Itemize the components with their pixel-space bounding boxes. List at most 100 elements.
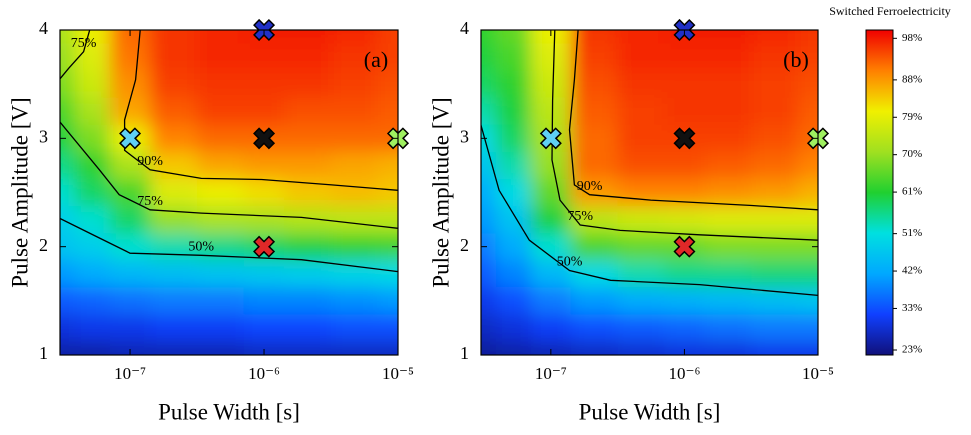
heatmap-cell: [704, 151, 752, 180]
heatmap-cell: [150, 260, 198, 288]
heatmap-cell: [570, 233, 619, 261]
contour-line: [123, 30, 398, 191]
heatmap-cell: [481, 260, 497, 288]
heatmap-cell: [704, 287, 752, 315]
heatmap-cell: [377, 43, 398, 72]
heatmap-cell: [284, 341, 332, 355]
heatmap-cell: [284, 233, 332, 261]
contour-label: 90%: [137, 154, 163, 169]
heatmap-cell: [495, 233, 532, 261]
heatmap-cell: [570, 341, 619, 355]
heatmap-cell: [495, 287, 532, 315]
contour-line: [60, 217, 398, 273]
x-tick-label: 10⁻⁵: [382, 364, 414, 383]
heatmap-cell: [60, 43, 76, 72]
heatmap-cell: [617, 151, 665, 180]
heatmap-cell: [530, 151, 572, 180]
heatmap-cell: [197, 43, 245, 72]
heatmap-cell: [284, 30, 332, 45]
colorbar-tick-label: 33%: [902, 302, 922, 314]
heatmap-cell: [664, 70, 706, 99]
marker: [539, 127, 562, 150]
contour-line: [551, 30, 818, 241]
heatmap-cell: [617, 178, 665, 207]
heatmap-cell: [570, 314, 619, 342]
heatmap-cell: [617, 206, 665, 234]
heatmap-cell: [243, 314, 285, 342]
heatmap-cell: [530, 70, 572, 99]
heatmap-cell: [331, 314, 379, 342]
heatmap-cell: [74, 43, 111, 72]
heatmap-cell: [617, 260, 665, 288]
heatmap-cell: [243, 97, 285, 126]
heatmap-cell: [751, 178, 799, 207]
heatmap-cell: [150, 341, 198, 355]
heatmap-cell: [481, 30, 497, 45]
colorbar-tick-label: 70%: [902, 148, 922, 160]
heatmap-cell: [150, 178, 198, 207]
panel-label: (a): [364, 47, 388, 72]
marker: [119, 127, 142, 150]
heatmap-cell: [664, 206, 706, 234]
heatmap-cell: [797, 178, 818, 207]
plot-area: [60, 30, 398, 355]
y-axis-label: Pulse Amplitude [V]: [428, 97, 453, 287]
heatmap-cell: [377, 70, 398, 99]
heatmap-cell: [617, 341, 665, 355]
heatmap-cell: [481, 314, 497, 342]
heatmap-cell: [60, 314, 76, 342]
heatmap-cell: [377, 97, 398, 126]
heatmap-cell: [495, 314, 532, 342]
heatmap-cell: [481, 43, 497, 72]
heatmap-cell: [60, 260, 76, 288]
heatmap-cell: [60, 97, 76, 126]
heatmap-cell: [243, 287, 285, 315]
heatmap-cell: [570, 97, 619, 126]
contour-line: [568, 30, 818, 211]
heatmap-cell: [751, 124, 799, 153]
heatmap-cell: [495, 341, 532, 355]
heatmap-cell: [530, 30, 572, 45]
contour-line: [481, 125, 818, 297]
x-axis-label: Pulse Width [s]: [579, 399, 721, 424]
heatmap: [60, 30, 398, 355]
heatmap-cell: [150, 314, 198, 342]
heatmap-cell: [481, 233, 497, 261]
heatmap-cell: [109, 70, 151, 99]
contour-label: 50%: [188, 240, 214, 255]
heatmap-cell: [495, 43, 532, 72]
heatmap-cell: [751, 341, 799, 355]
marker: [253, 235, 276, 258]
heatmap-cell: [570, 151, 619, 180]
heatmap-cell: [664, 341, 706, 355]
heatmap-cell: [570, 260, 619, 288]
contour-label: 75%: [71, 36, 97, 51]
x-tick-label: 10⁻⁶: [248, 364, 280, 383]
heatmap-cell: [243, 43, 285, 72]
heatmap-cell: [481, 124, 497, 153]
heatmap-cell: [284, 151, 332, 180]
heatmap-cell: [60, 124, 76, 153]
heatmap-cell: [60, 233, 76, 261]
heatmap-cell: [197, 30, 245, 45]
heatmap-cell: [664, 43, 706, 72]
heatmap-cell: [704, 43, 752, 72]
panel-label: (b): [783, 47, 809, 72]
heatmap-cell: [109, 30, 151, 45]
heatmap-cell: [377, 314, 398, 342]
heatmap-cell: [74, 260, 111, 288]
heatmap-cell: [284, 260, 332, 288]
heatmap-cell: [495, 70, 532, 99]
heatmap-cell: [331, 97, 379, 126]
heatmap-cell: [331, 341, 379, 355]
heatmap-cell: [74, 314, 111, 342]
y-tick-label: 2: [39, 235, 48, 255]
heatmap-cell: [74, 178, 111, 207]
y-axis-label: Pulse Amplitude [V]: [7, 97, 32, 287]
heatmap-cell: [331, 178, 379, 207]
y-tick-label: 3: [460, 126, 469, 146]
contour-label: 75%: [137, 194, 163, 209]
heatmap-cell: [331, 43, 379, 72]
heatmap-cell: [197, 151, 245, 180]
heatmap-cell: [530, 314, 572, 342]
